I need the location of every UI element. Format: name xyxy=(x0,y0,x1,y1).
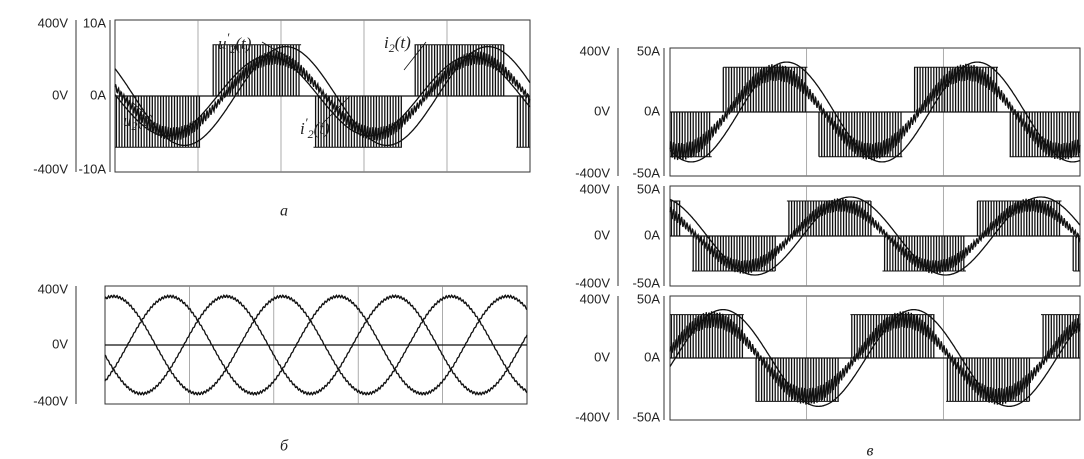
panel-a-y-tick-left: 400V xyxy=(38,15,69,30)
panel-a-annotation: u2(t) xyxy=(123,111,154,133)
panel-v1-y-tick-right: 50A xyxy=(637,43,660,58)
panel-a-annotation-leader xyxy=(403,41,427,71)
panel-v3-y-tick-right: 50A xyxy=(637,291,660,306)
panel-b-phase-line xyxy=(104,294,528,396)
panel-v1-y-tick-left: 0V xyxy=(594,103,610,118)
panel-a-y-tick-right: 10A xyxy=(83,15,106,30)
panel-v3-y-tick-left: 0V xyxy=(594,349,610,364)
panel-a-annotation-leader xyxy=(261,41,293,61)
panel-v1-y-tick-right: 0A xyxy=(644,103,660,118)
panel-a-annotation: u′2(t) xyxy=(218,30,252,56)
annotation-base: u xyxy=(123,111,132,130)
panel-b-y-tick-left: -400V xyxy=(33,393,68,408)
panel-v3-y-tick-left: -400V xyxy=(575,409,610,424)
annotation-tail: (t) xyxy=(138,111,154,130)
annotation-sub: 2 xyxy=(389,41,395,55)
panel-v3-current-line xyxy=(669,308,1081,408)
annotation-tail: (t) xyxy=(395,33,411,52)
panel-v1-y-tick-left: 400V xyxy=(580,43,611,58)
panel-a-y-tick-right: -10A xyxy=(79,161,107,176)
panel-v2-y-tick-right: 50A xyxy=(637,181,660,196)
annotation-sub: 2 xyxy=(308,127,314,141)
panel-v2-y-tick-right: -50A xyxy=(633,275,661,290)
panel-b-phase-line xyxy=(104,294,528,396)
panel-v2-y-tick-left: -400V xyxy=(575,275,610,290)
panel-a-pwm-envelope xyxy=(115,44,530,148)
panel-v3-label: в xyxy=(867,443,874,459)
panel-v3-ripple-line xyxy=(669,311,1081,405)
annotation-base: u xyxy=(218,34,227,53)
panel-a-annotation-leader xyxy=(321,95,351,125)
panel-v1-y-tick-left: -400V xyxy=(575,165,610,180)
annotation-tail: (t) xyxy=(235,34,251,53)
panel-b-phase-line xyxy=(104,294,528,396)
panel-v1-current-line xyxy=(669,61,1081,163)
annotation-sub: 2 xyxy=(132,119,138,133)
panel-v3-y-tick-left: 400V xyxy=(580,291,611,306)
annotation-base: i xyxy=(300,119,305,138)
panel-a-annotation: i2(t) xyxy=(384,33,411,55)
panel-a-annotation: i′2(t) xyxy=(300,115,330,141)
annotation-prime: ′ xyxy=(227,30,230,45)
panel-a-y-tick-left: -400V xyxy=(33,161,68,176)
panel-a-label: а xyxy=(280,203,288,220)
panel-v1-y-tick-right: -50A xyxy=(633,165,661,180)
annotation-sub: 2 xyxy=(229,42,235,56)
panel-v3-y-tick-right: 0A xyxy=(644,349,660,364)
panel-v2-ripple-line xyxy=(669,198,1081,274)
panel-a-i2prime-line xyxy=(114,51,531,141)
panel-b-label: б xyxy=(280,438,289,455)
panel-v2-y-tick-left: 400V xyxy=(580,181,611,196)
panel-v2-y-tick-left: 0V xyxy=(594,227,610,242)
panel-b-y-tick-left: 0V xyxy=(52,336,68,351)
panel-v1-ripple-line xyxy=(669,63,1081,161)
panel-b-y-tick-left: 400V xyxy=(38,281,69,296)
panel-a-annotation-leader xyxy=(131,101,151,119)
annotation-base: i xyxy=(384,33,389,52)
panel-v2-y-tick-right: 0A xyxy=(644,227,660,242)
panel-a-y-tick-right: 0A xyxy=(90,87,106,102)
annotation-prime: ′ xyxy=(305,115,308,130)
panel-a-y-tick-left: 0V xyxy=(52,87,68,102)
annotation-tail: (t) xyxy=(314,119,330,138)
panel-v3-y-tick-right: -50A xyxy=(633,409,661,424)
